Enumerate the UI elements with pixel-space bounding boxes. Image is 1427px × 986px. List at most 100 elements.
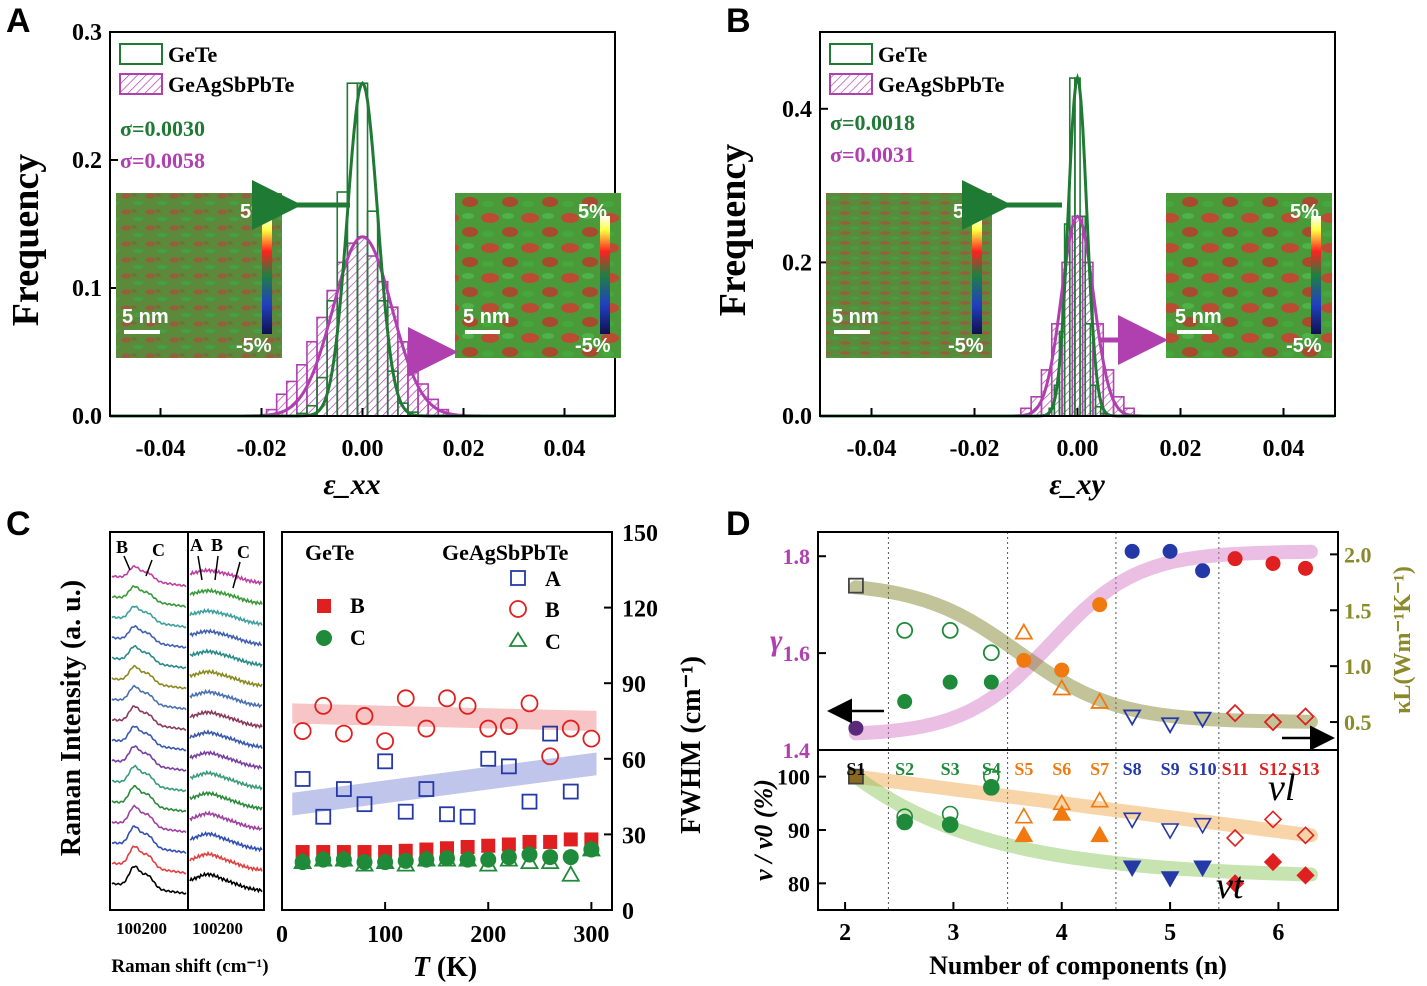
nu-l-point [1263, 810, 1283, 829]
point-alloy-a [500, 758, 517, 775]
point-gete-b [501, 837, 516, 852]
point-alloy-c [396, 854, 416, 872]
colorbar [972, 216, 982, 334]
legend-swatch-gete [119, 43, 163, 65]
legend-label-geagsbpbte: GeAgSbPbTe [168, 72, 295, 97]
colorbar-max-label: 5% [953, 201, 982, 223]
legend-swatch-geagsbpbte [119, 73, 163, 95]
nu-t-point [896, 813, 913, 831]
kappa-point [1225, 703, 1245, 723]
nu-l-point [848, 768, 864, 785]
colorbar-min-label: -5% [236, 335, 272, 357]
raman-spectrum-right [189, 628, 262, 647]
sample-label: S13 [1291, 759, 1319, 779]
raman-spectrum-left [111, 745, 187, 772]
raman-spectra [111, 564, 263, 895]
point-alloy-c [519, 852, 540, 870]
point-gete-c [439, 850, 455, 867]
colorbar-min-label: -5% [948, 335, 984, 357]
kappa-point [1090, 692, 1110, 709]
panel-letter-a: A [6, 2, 31, 40]
scale-bar-label: 5 nm [122, 306, 169, 328]
point-alloy-a [439, 806, 455, 823]
y-tick-label: 0.2 [782, 250, 812, 276]
panel-b-ticks: -0.04 -0.02 0.00 0.02 0.04 0.0 0.2 0.4 [782, 97, 1305, 462]
point-alloy-c [458, 849, 478, 867]
sample-label: S10 [1189, 759, 1217, 779]
legend-marker-alloy-b [509, 600, 527, 618]
gamma-point [1265, 555, 1281, 571]
point-gete-c [562, 849, 579, 866]
raman-spectrum-left [111, 845, 187, 875]
kappa-point [1014, 622, 1034, 640]
y-tick-label: 0.1 [72, 276, 102, 302]
x-tick-label: -0.02 [237, 436, 287, 462]
raman-spectrum-right [189, 607, 263, 627]
nu-t-point [1014, 825, 1034, 843]
point-alloy-c [334, 849, 354, 867]
raman-xlabel: Raman shift (cm⁻¹) [111, 956, 268, 977]
nu-t-point [1296, 866, 1315, 885]
nu-l-point [941, 805, 959, 823]
gamma-point [983, 674, 999, 690]
point-gete-c [583, 841, 600, 858]
nu-l-point [1296, 826, 1315, 845]
raman-spectrum-left [111, 705, 187, 731]
panel-d-xlabel: Number of components (n) [929, 951, 1227, 980]
nu-t-point [1225, 874, 1245, 893]
raman-spectrum-right [189, 648, 263, 669]
sigma-geagsbpbte: σ=0.0031 [830, 142, 915, 167]
point-alloy-c [354, 854, 375, 872]
gamma-point [1016, 652, 1032, 668]
sample-label: S6 [1052, 759, 1071, 779]
y-tick-label: 90 [622, 672, 646, 698]
raman-spectrum-left [111, 825, 187, 854]
point-alloy-c [313, 849, 333, 867]
x-tick-label: 0.00 [342, 436, 384, 462]
panel-a-ticks: -0.04 -0.02 0.00 0.02 0.04 0.0 0.1 0.2 0.3 [72, 20, 586, 462]
kappa-tick-label: 1.0 [1344, 654, 1372, 679]
nu-t-point [1052, 804, 1072, 821]
legend-label-gete-c: C [350, 625, 366, 650]
gamma-point [1054, 662, 1070, 678]
kappa-tick-label: 0.5 [1344, 710, 1372, 735]
point-alloy-b [376, 732, 395, 751]
panel-d-ticks: 2 3 4 5 6 1.4 1.6 1.8 0.5 1.0 1.5 2.0 80 90 100 [777, 542, 1372, 946]
point-alloy-c [478, 854, 498, 872]
kappa-point [982, 644, 1000, 662]
colorbar-min-label: -5% [1286, 335, 1322, 357]
point-alloy-a [562, 783, 579, 800]
nu-ylabel: ν / ν0 (%) [749, 779, 778, 881]
raman-spectrum-left [111, 865, 187, 895]
legend-label-alloy-a: A [545, 566, 561, 591]
sigma-gete: σ=0.0018 [830, 110, 915, 135]
point-alloy-c [499, 849, 519, 867]
y-tick-label: 0.3 [72, 20, 102, 46]
sigma-gete: σ=0.0030 [120, 116, 205, 141]
raman-ylabel: Raman Intensity (a. u.) [56, 580, 87, 856]
raman-spectrum-right [189, 587, 263, 606]
fwhm-frame [281, 531, 613, 911]
nu-l-point [1014, 807, 1034, 824]
point-alloy-a [418, 781, 435, 797]
strain-map-inset-geagsbpbte: 5% -5% 5 nm [1166, 193, 1332, 358]
point-alloy-b [499, 717, 518, 735]
colorbar-max-label: 5% [578, 201, 607, 223]
panel-b-ylabel: Frequency [712, 144, 754, 316]
peak-arrow [232, 561, 241, 589]
raman-spectrum-left [111, 644, 186, 670]
strain-map-inset-geagsbpbte: 5% -5% 5 nm [455, 193, 621, 358]
point-alloy-b [396, 689, 415, 708]
point-alloy-c [581, 839, 601, 857]
point-gete-b [460, 840, 475, 854]
legend-label-gete: GeTe [168, 42, 218, 67]
gamma-point [1298, 560, 1313, 576]
peak-arrow [123, 555, 131, 571]
x-tick-label: 5 [1164, 920, 1176, 946]
point-alloy-c [561, 864, 581, 882]
legend-marker-alloy-a [510, 570, 526, 586]
x-tick-label: 3 [947, 920, 959, 946]
x-tick-label: 6 [1272, 920, 1284, 946]
sample-label: S12 [1259, 759, 1287, 779]
